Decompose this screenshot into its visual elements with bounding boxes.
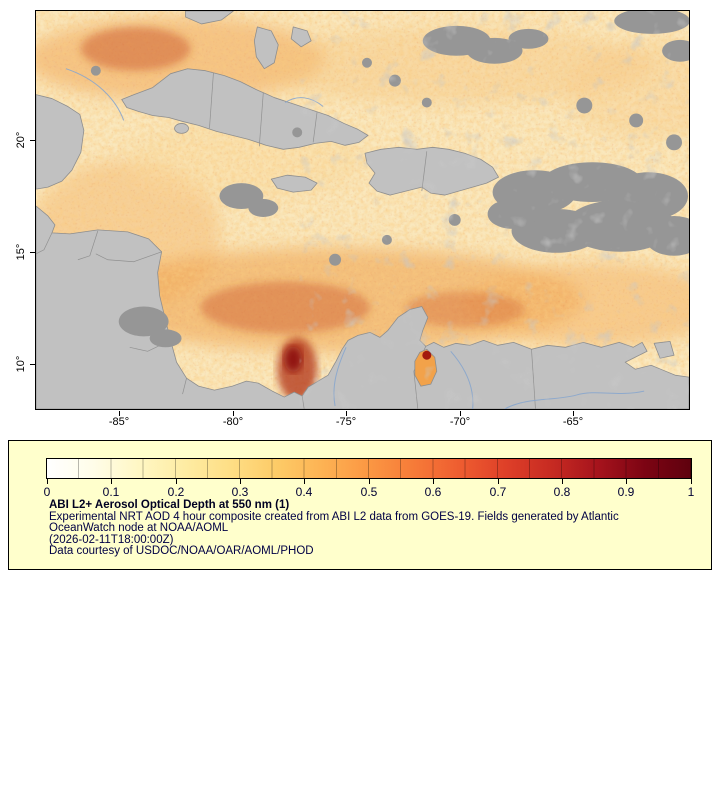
- colorbar-tick: [176, 479, 177, 484]
- lon-tick-label: -65°: [562, 416, 584, 428]
- colorbar: [46, 458, 692, 479]
- lat-tick: [30, 252, 35, 253]
- colorbar-tick-label: 1: [687, 485, 695, 499]
- colorbar-gradient: [47, 459, 691, 478]
- lon-tick: [346, 411, 347, 416]
- aod-raster: [36, 11, 689, 409]
- legend-title: ABI L2+ Aerosol Optical Depth at 550 nm …: [49, 499, 290, 511]
- cloud-blob-field: [335, 11, 689, 409]
- lat-tick: [30, 140, 35, 141]
- colorbar-tick: [498, 479, 499, 484]
- lon-tick: [573, 411, 574, 416]
- colorbar-tick-label: 0.1: [102, 485, 120, 499]
- lon-tick-label: -80°: [222, 416, 244, 428]
- aod-plume-colombia: [277, 337, 318, 402]
- colorbar-tick: [433, 479, 434, 484]
- legend-text-block: ABI L2+ Aerosol Optical Depth at 550 nm …: [49, 499, 699, 558]
- legend-timestamp: (2026-02-11T18:00:00Z): [49, 533, 174, 546]
- colorbar-tick-label: 0.3: [231, 485, 249, 499]
- legend-description-line2: OceanWatch node at NOAA/AOML: [49, 522, 229, 535]
- lon-tick: [119, 411, 120, 416]
- legend-description-line1: Experimental NRT AOD 4 hour composite cr…: [49, 510, 619, 523]
- colorbar-tick: [304, 479, 305, 484]
- colorbar-tick: [562, 479, 563, 484]
- lat-tick-label: 10°: [15, 355, 27, 373]
- colorbar-tick-label: 0: [43, 485, 51, 499]
- colorbar-tick-label: 0.4: [295, 485, 313, 499]
- lon-tick-label: -85°: [108, 416, 130, 428]
- landmass-isla-juventud: [174, 123, 189, 134]
- lon-tick: [460, 411, 461, 416]
- lon-tick: [233, 411, 234, 416]
- landmass-yucatan: [36, 94, 85, 190]
- colorbar-tick-label: 0.8: [553, 485, 571, 499]
- landmass-jamaica: [270, 174, 318, 193]
- colorbar-tick-label: 0.9: [617, 485, 635, 499]
- lon-tick-label: -75°: [335, 416, 357, 428]
- colorbar-tick: [111, 479, 112, 484]
- colorbar-tick: [369, 479, 370, 484]
- landmass-bahama-bank: [290, 26, 312, 48]
- landmass-andros: [253, 26, 279, 70]
- colorbar-steps: [47, 459, 691, 478]
- legend-panel: 0 0.1 0.2 0.3 0.4 0.5 0.6 0.7 0.8 0.9 1 …: [8, 440, 712, 570]
- aod-map: [35, 10, 690, 410]
- landmass-florida: [185, 11, 234, 25]
- lon-tick-label: -70°: [449, 416, 471, 428]
- lat-tick-label: 20°: [15, 131, 27, 149]
- colorbar-tick-label: 0.2: [167, 485, 185, 499]
- colorbar-tick-label: 0.6: [424, 485, 442, 499]
- lat-tick: [30, 364, 35, 365]
- colorbar-tick: [691, 479, 692, 484]
- colorbar-tick-label: 0.7: [489, 485, 507, 499]
- lat-tick-label: 15°: [15, 243, 27, 261]
- colorbar-tick-label: 0.5: [360, 485, 378, 499]
- colorbar-tick: [626, 479, 627, 484]
- colorbar-tick: [240, 479, 241, 484]
- legend-courtesy: Data courtesy of USDOC/NOAA/OAR/AOML/PHO…: [49, 545, 314, 558]
- colorbar-tick: [47, 479, 48, 484]
